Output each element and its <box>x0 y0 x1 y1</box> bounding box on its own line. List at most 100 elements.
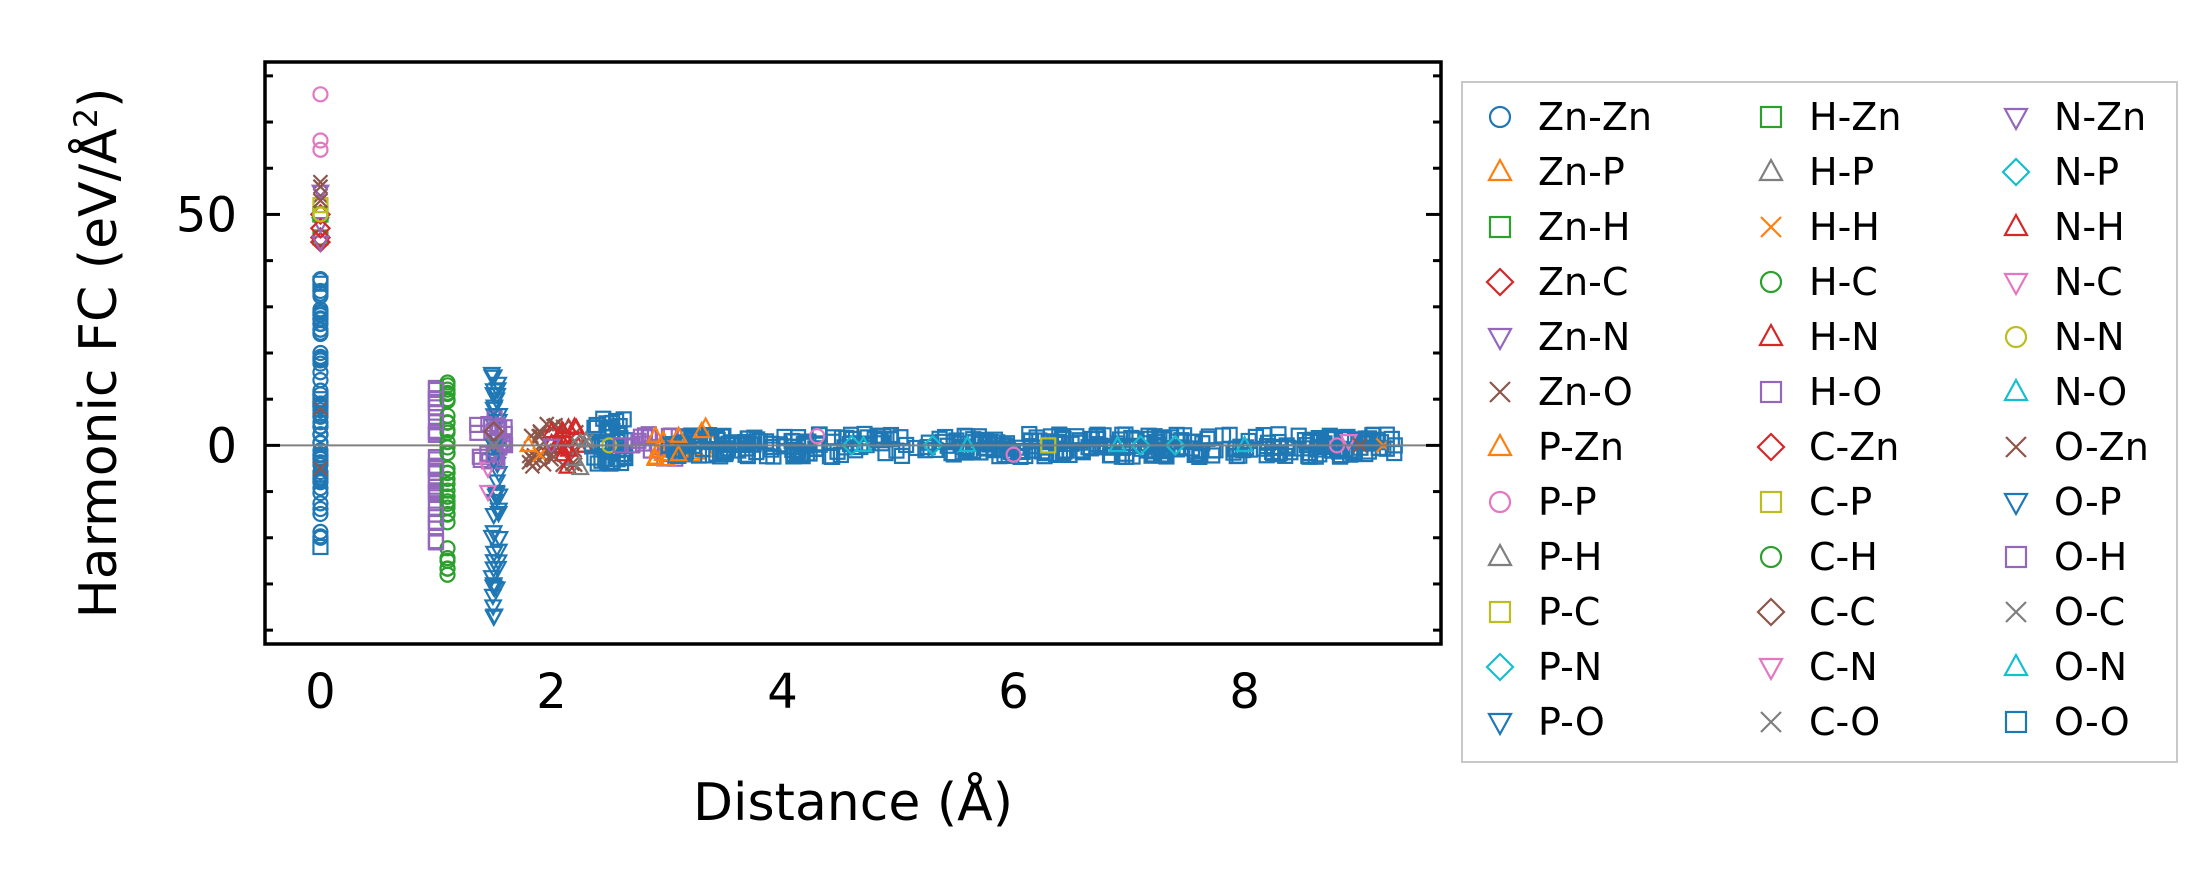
legend-item: O-P <box>2003 480 2122 524</box>
legend-item: N-C <box>2003 260 2123 304</box>
legend-marker <box>1760 216 1782 238</box>
data-point <box>489 488 509 506</box>
data-point <box>484 545 504 564</box>
data-point <box>553 443 573 462</box>
data-point <box>957 434 977 453</box>
data-point <box>439 540 456 557</box>
data-point <box>439 470 456 488</box>
data-point <box>692 420 712 439</box>
legend-marker <box>1487 542 1513 567</box>
legend-label: N-H <box>2054 205 2125 249</box>
data-point <box>543 446 560 463</box>
data-point <box>312 523 329 540</box>
data-point <box>669 443 689 462</box>
data-point <box>959 428 976 445</box>
data-point <box>312 178 329 195</box>
legend-marker <box>1760 711 1782 733</box>
data-point <box>312 418 329 435</box>
legend-item: N-P <box>2001 150 2119 194</box>
legend-label: N-C <box>2054 260 2123 304</box>
legend-marker <box>1487 157 1513 182</box>
legend-label: P-C <box>1538 590 1600 634</box>
data-point <box>1118 445 1135 462</box>
data-point <box>485 423 502 440</box>
data-point <box>565 448 585 466</box>
legend-marker <box>1758 322 1784 347</box>
data-point <box>312 400 329 417</box>
data-point <box>945 446 962 463</box>
data-point <box>312 192 329 209</box>
data-point <box>484 554 504 572</box>
y-axis-title-main: Harmonic FC (eV/Å <box>67 128 129 619</box>
data-point <box>427 520 445 537</box>
data-point <box>484 401 504 420</box>
legend-marker <box>2003 272 2029 297</box>
data-point <box>595 410 612 427</box>
data-point <box>427 391 445 408</box>
x-tick-label: 8 <box>1229 664 1260 720</box>
data-point <box>439 476 456 493</box>
data-point <box>312 446 329 463</box>
data-point <box>439 566 456 583</box>
legend-item: H-N <box>1758 315 1880 359</box>
legend-item: N-Zn <box>2003 95 2146 139</box>
data-point <box>312 538 329 556</box>
legend-marker <box>1758 657 1784 682</box>
legend-item: H-C <box>1759 260 1878 304</box>
data-point <box>1192 447 1209 464</box>
data-point <box>795 436 812 453</box>
legend-label: N-P <box>2054 150 2119 194</box>
data-point <box>427 485 445 502</box>
data-point <box>1061 446 1078 464</box>
data-point <box>439 391 456 408</box>
legend-item: O-Zn <box>2005 425 2149 469</box>
legend-marker <box>2001 157 2031 187</box>
legend-item: P-Zn <box>1487 425 1624 469</box>
data-point <box>478 461 498 480</box>
legend-item: P-C <box>1488 590 1600 634</box>
data-point <box>612 454 630 472</box>
legend-marker <box>2003 377 2029 402</box>
data-point <box>439 381 456 398</box>
data-point <box>312 371 329 389</box>
legend-marker <box>2004 325 2028 349</box>
data-point <box>483 599 503 617</box>
data-point <box>439 506 456 523</box>
data-point <box>559 439 579 457</box>
data-point <box>439 464 456 481</box>
data-point <box>312 460 329 477</box>
legend-label: Zn-H <box>1538 205 1630 249</box>
data-point <box>312 474 329 491</box>
data-point <box>309 226 332 249</box>
legend-label: C-P <box>1809 480 1872 524</box>
data-point <box>1235 434 1255 453</box>
data-point <box>1031 432 1048 449</box>
y-tick-label: 0 <box>206 418 237 474</box>
data-point <box>1107 434 1128 453</box>
x-tick-label: 2 <box>536 664 567 720</box>
data-point <box>740 434 757 451</box>
data-point <box>439 439 456 456</box>
data-point <box>1301 448 1318 465</box>
legend-item: H-P <box>1758 150 1874 194</box>
legend-item: P-N <box>1485 645 1602 689</box>
y-axis-title: Harmonic FC (eV/Å2) <box>67 88 129 619</box>
legend-label: P-O <box>1538 700 1605 744</box>
legend-marker <box>1489 381 1511 403</box>
legend-item: O-H <box>2004 535 2127 579</box>
legend-label: H-C <box>1809 260 1878 304</box>
data-point <box>489 531 510 549</box>
legend-item: C-O <box>1760 700 1880 744</box>
legend-item: C-Zn <box>1756 425 1899 469</box>
data-point <box>841 434 863 457</box>
legend-marker <box>1759 380 1783 404</box>
data-point <box>763 435 780 452</box>
legend-label: C-H <box>1809 535 1878 579</box>
data-point <box>872 432 889 449</box>
legend-marker <box>1759 105 1783 129</box>
data-point <box>312 321 329 338</box>
legend-item: H-H <box>1760 205 1880 249</box>
legend-marker <box>1485 267 1515 297</box>
data-point <box>1214 427 1232 444</box>
